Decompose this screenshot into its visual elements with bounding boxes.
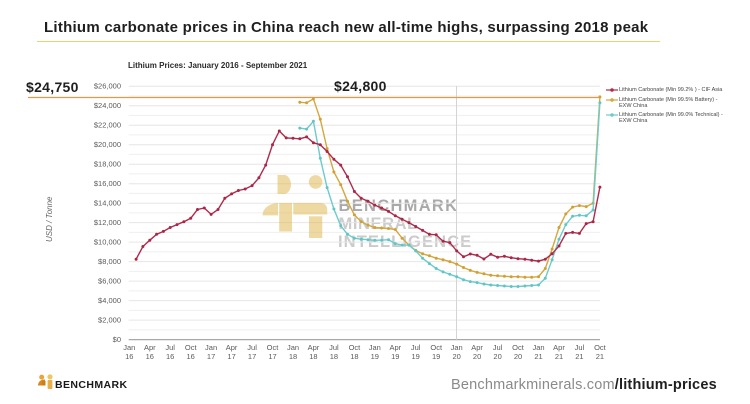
svg-text:19: 19	[391, 352, 399, 361]
svg-text:16: 16	[166, 352, 174, 361]
svg-text:$0: $0	[113, 335, 121, 344]
svg-text:16: 16	[146, 352, 154, 361]
svg-text:18: 18	[350, 352, 358, 361]
svg-text:Jan: Jan	[123, 343, 135, 352]
svg-text:Apr: Apr	[471, 343, 483, 352]
svg-text:Apr: Apr	[226, 343, 238, 352]
svg-text:19: 19	[412, 352, 420, 361]
svg-text:$20,000: $20,000	[94, 140, 121, 149]
svg-text:Oct: Oct	[349, 343, 362, 352]
svg-text:$26,000: $26,000	[94, 82, 121, 91]
svg-text:$2,000: $2,000	[98, 316, 121, 325]
svg-text:Jan: Jan	[369, 343, 381, 352]
svg-text:Jan: Jan	[205, 343, 217, 352]
svg-text:$4,000: $4,000	[98, 296, 121, 305]
svg-text:19: 19	[371, 352, 379, 361]
svg-text:Oct: Oct	[594, 343, 607, 352]
svg-text:18: 18	[289, 352, 297, 361]
svg-text:Jul: Jul	[329, 343, 339, 352]
svg-text:Jul: Jul	[411, 343, 421, 352]
svg-text:20: 20	[493, 352, 501, 361]
svg-text:Oct: Oct	[512, 343, 525, 352]
svg-text:17: 17	[207, 352, 215, 361]
svg-text:19: 19	[432, 352, 440, 361]
svg-text:Oct: Oct	[267, 343, 280, 352]
svg-text:Jan: Jan	[532, 343, 544, 352]
svg-text:Jan: Jan	[451, 343, 463, 352]
svg-text:16: 16	[187, 352, 195, 361]
svg-text:$6,000: $6,000	[98, 277, 121, 286]
svg-text:21: 21	[555, 352, 563, 361]
svg-text:18: 18	[309, 352, 317, 361]
svg-text:$14,000: $14,000	[94, 199, 121, 208]
svg-text:Jul: Jul	[575, 343, 585, 352]
svg-text:Jul: Jul	[165, 343, 175, 352]
svg-text:$10,000: $10,000	[94, 238, 121, 247]
svg-text:20: 20	[453, 352, 461, 361]
svg-text:16: 16	[125, 352, 133, 361]
svg-text:Apr: Apr	[389, 343, 401, 352]
svg-text:Apr: Apr	[144, 343, 156, 352]
svg-text:Apr: Apr	[308, 343, 320, 352]
svg-text:20: 20	[473, 352, 481, 361]
svg-text:Oct: Oct	[430, 343, 443, 352]
svg-text:20: 20	[514, 352, 522, 361]
svg-text:$8,000: $8,000	[98, 257, 121, 266]
svg-text:$18,000: $18,000	[94, 160, 121, 169]
svg-text:$22,000: $22,000	[94, 121, 121, 130]
svg-text:$24,000: $24,000	[94, 101, 121, 110]
svg-text:Jul: Jul	[493, 343, 503, 352]
svg-text:Jan: Jan	[287, 343, 299, 352]
svg-text:17: 17	[248, 352, 256, 361]
svg-text:Oct: Oct	[185, 343, 198, 352]
svg-text:Jul: Jul	[247, 343, 257, 352]
svg-text:18: 18	[330, 352, 338, 361]
svg-text:21: 21	[596, 352, 604, 361]
svg-text:Apr: Apr	[553, 343, 565, 352]
svg-text:21: 21	[534, 352, 542, 361]
svg-text:$16,000: $16,000	[94, 179, 121, 188]
svg-text:17: 17	[227, 352, 235, 361]
svg-text:17: 17	[268, 352, 276, 361]
svg-text:$12,000: $12,000	[94, 218, 121, 227]
svg-text:21: 21	[575, 352, 583, 361]
